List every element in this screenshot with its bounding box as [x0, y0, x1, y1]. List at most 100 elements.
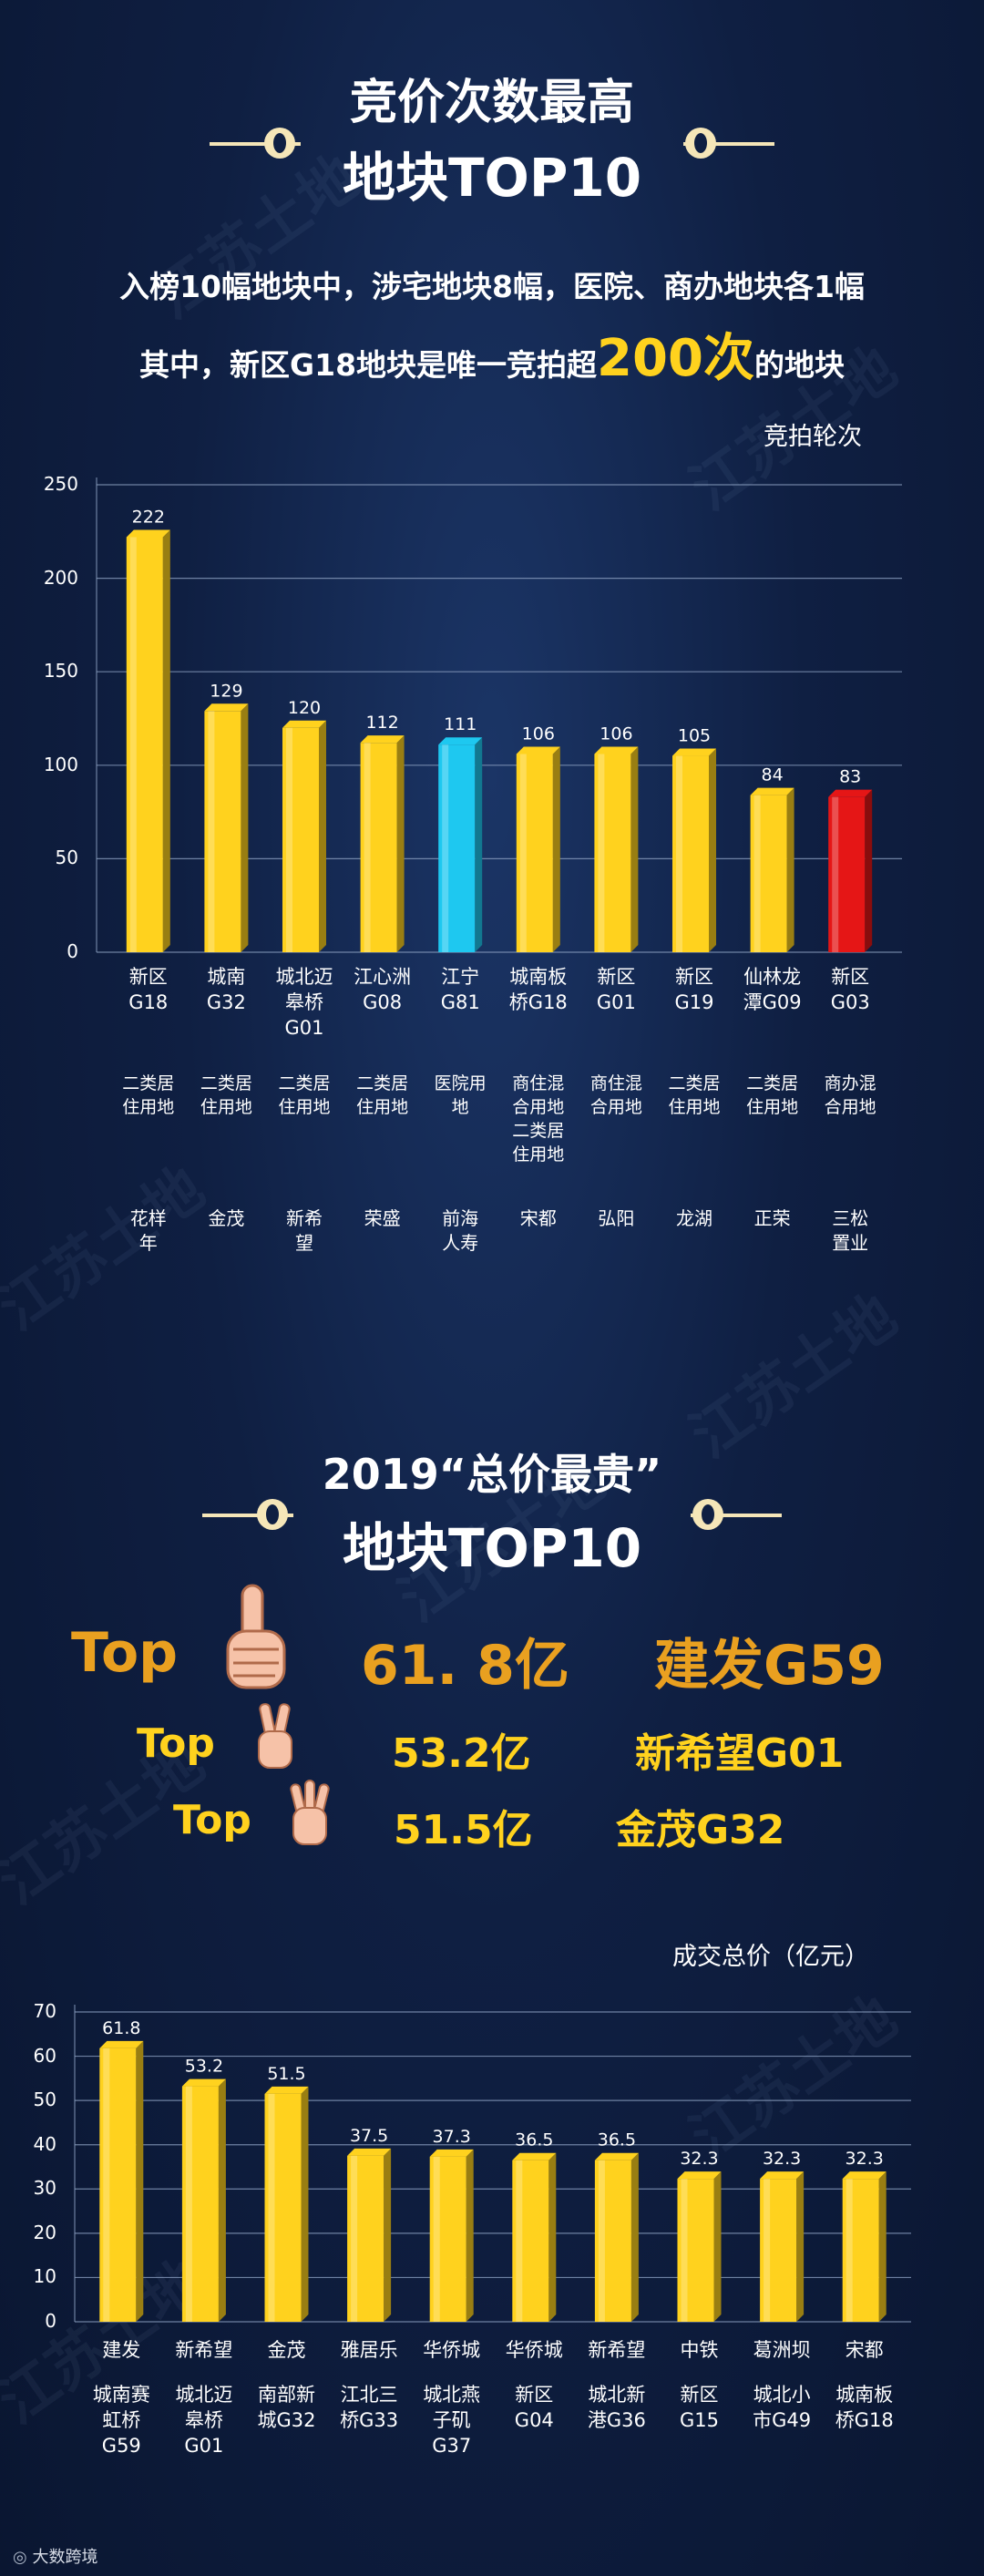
bar-top	[438, 737, 483, 745]
x-tick-label: 城南 G32	[206, 966, 246, 1013]
bar-top	[594, 2152, 639, 2160]
bar-highlight	[208, 711, 215, 952]
data-label: 32.3	[763, 2149, 801, 2169]
bar-side	[709, 748, 716, 952]
bar-highlight	[764, 2179, 771, 2322]
bar-side	[630, 746, 639, 952]
intro-line2-pre: 其中，新区G18地块是唯一竞拍超	[139, 347, 598, 383]
land-use-label: 商办混 合用地	[824, 1073, 876, 1117]
bar-side	[786, 787, 794, 952]
title-decoration-right-dot	[685, 128, 716, 159]
bar-top	[594, 746, 639, 754]
bar-highlight	[103, 2047, 110, 2322]
bar-side	[630, 2152, 639, 2322]
two-finger-icon	[258, 1703, 292, 1769]
developer-label: 三松置业	[832, 1207, 869, 1254]
bar-top	[264, 2086, 309, 2094]
intro-line2-post: 的地块	[753, 347, 845, 383]
intro-line1: 入榜10幅地块中，涉宅地块8幅，医院、商办地块各1幅	[119, 269, 865, 304]
bar-top	[181, 2078, 226, 2087]
title-decoration-right	[683, 142, 774, 146]
data-label: 222	[132, 507, 165, 527]
data-label: 51.5	[267, 2064, 305, 2084]
x-tick-label: 江宁 G81	[440, 966, 480, 1013]
y-tick-label: 50	[55, 847, 78, 869]
bar-highlight	[516, 2160, 523, 2322]
data-label: 36.5	[598, 2130, 636, 2150]
data-label: 36.5	[515, 2130, 553, 2150]
bar	[842, 2179, 879, 2322]
developer-label: 龙湖	[676, 1207, 712, 1229]
top3-name: 金茂G32	[616, 1807, 785, 1853]
bar-side	[136, 2040, 144, 2322]
y-tick-label: 0	[45, 2310, 56, 2332]
y-tick-label: 200	[43, 566, 78, 589]
x-tick-label: 城南赛 虹桥 G59	[92, 2384, 150, 2457]
developer-label: 华侨城	[423, 2339, 481, 2361]
bar-highlight	[519, 754, 527, 952]
bar-side	[218, 2078, 226, 2322]
title-decoration-left	[202, 1514, 293, 1517]
x-tick-label: 新区 G19	[674, 966, 714, 1013]
bar-side	[241, 703, 249, 952]
x-tick-label: 新区 G15	[680, 2384, 719, 2431]
bar-side	[384, 2148, 392, 2322]
top1-row: Top 61. 8亿 建发G59	[0, 1608, 984, 1699]
x-tick-label: 城北小 市G49	[753, 2384, 812, 2431]
bar-top	[204, 703, 249, 712]
y-tick-label: 60	[33, 2044, 56, 2067]
bar-highlight	[351, 2155, 358, 2322]
section1-title-line1: 竞价次数最高	[349, 76, 634, 130]
developer-label: 花样年	[129, 1207, 167, 1254]
x-tick-label: 城北燕 子矶 G37	[423, 2384, 481, 2457]
developer-label: 新希望	[286, 1207, 323, 1254]
title-decoration-right	[691, 1514, 782, 1517]
y-tick-label: 30	[33, 2177, 56, 2200]
bar-side	[552, 746, 560, 952]
bar-highlight	[753, 795, 761, 952]
y-tick-label: 250	[43, 473, 78, 495]
data-label: 106	[522, 724, 555, 744]
data-label: 111	[444, 714, 477, 734]
x-tick-label: 南部新 城G32	[257, 2384, 316, 2431]
x-tick-label: 城南板 桥G18	[508, 966, 568, 1013]
bar-side	[301, 2086, 309, 2322]
developer-label: 葛洲坝	[753, 2339, 811, 2361]
developer-label: 金茂	[267, 2339, 306, 2361]
x-tick-label: 城北迈 皋桥 G01	[175, 2384, 233, 2457]
data-label: 106	[600, 724, 632, 744]
data-label: 32.3	[680, 2149, 718, 2169]
developer-label: 新希望	[175, 2339, 233, 2361]
bar-top	[347, 2148, 392, 2156]
bar	[828, 796, 866, 952]
bar	[750, 795, 787, 952]
bar-side	[713, 2171, 722, 2322]
bar-top	[99, 2040, 144, 2048]
data-label: 83	[839, 767, 861, 787]
bar-top	[282, 720, 326, 728]
bar-side	[475, 737, 483, 952]
x-tick-label: 新区 G01	[596, 966, 636, 1013]
x-tick-label: 新区 G18	[128, 966, 169, 1013]
top1-name: 建发G59	[654, 1634, 885, 1698]
bar-side	[548, 2152, 557, 2322]
bar-highlight	[598, 754, 605, 952]
developer-label: 宋都	[519, 1207, 557, 1229]
bar-top	[842, 2171, 887, 2180]
bar	[672, 755, 709, 952]
top3-row: Top 51.5亿 金茂G32	[0, 1790, 984, 1853]
bar-highlight	[681, 2179, 688, 2322]
x-tick-label: 新区 G03	[830, 966, 870, 1013]
intro-highlight: 200次	[597, 329, 754, 388]
bar-highlight	[185, 2086, 192, 2322]
bar	[429, 2156, 466, 2322]
bar-side	[865, 789, 873, 952]
bar-top	[512, 2152, 557, 2160]
bar-side	[319, 720, 326, 952]
data-label: 129	[210, 681, 242, 701]
land-use-label: 二类居 住用地	[122, 1073, 175, 1117]
section2-title-line2: 地块TOP10	[342, 1517, 642, 1579]
bar-side	[162, 529, 170, 952]
logo-mark-icon: ◎	[13, 2548, 27, 2567]
developer-label: 新希望	[588, 2339, 646, 2361]
